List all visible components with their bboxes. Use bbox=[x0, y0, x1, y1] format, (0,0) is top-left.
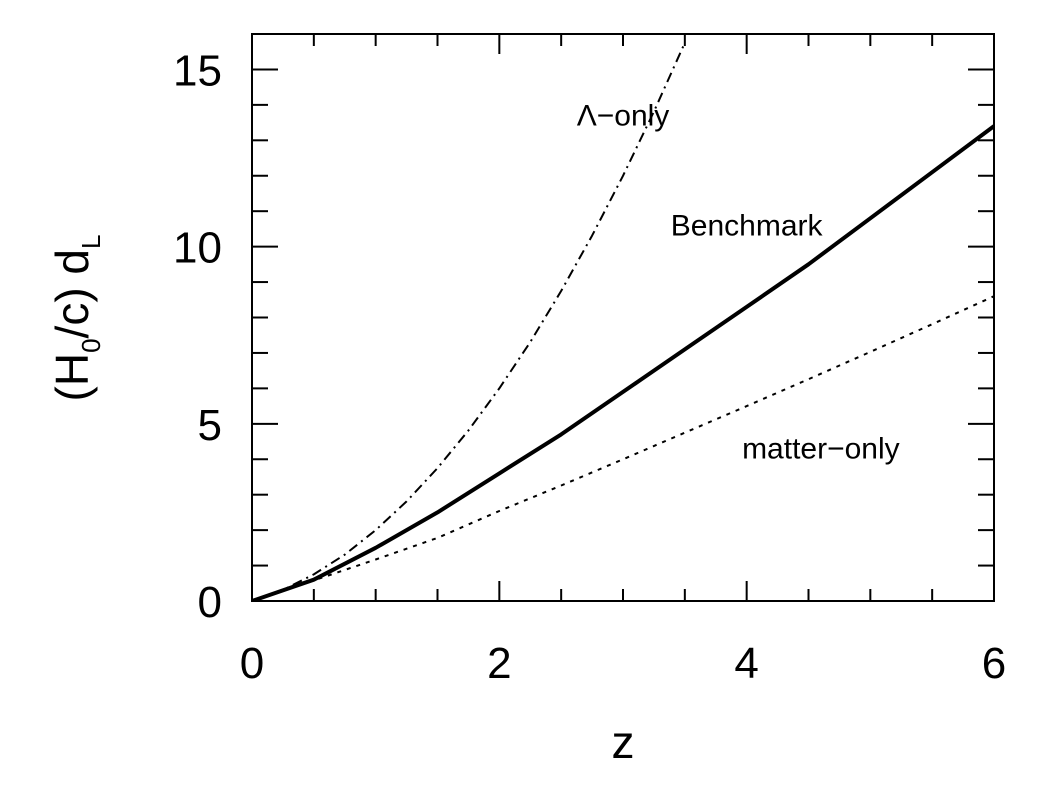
ticks-layer bbox=[251, 33, 995, 602]
x-tick-label: 0 bbox=[240, 639, 264, 688]
tick-labels: 0 2 4 6 0 5 10 15 bbox=[173, 46, 1006, 688]
annotation-label: matter−only bbox=[742, 433, 900, 466]
series-line-3 bbox=[252, 295, 994, 601]
x-tick-label: 6 bbox=[982, 639, 1006, 688]
y-tick-label: 0 bbox=[198, 578, 222, 627]
x-tick-label: 2 bbox=[487, 639, 511, 688]
y-tick-label: 5 bbox=[198, 401, 222, 450]
y-tick-label: 15 bbox=[173, 46, 222, 95]
annotation-label: Λ−only bbox=[577, 100, 670, 133]
y-axis-title-subL: L bbox=[76, 235, 106, 249]
series-line-2 bbox=[252, 124, 994, 601]
annotations: Λ−only Benchmark matter−only bbox=[577, 100, 900, 466]
series-layer bbox=[252, 42, 994, 601]
y-axis-title-mid: /c) d bbox=[46, 249, 98, 338]
annotation-label: Benchmark bbox=[671, 209, 824, 242]
x-axis-title: z bbox=[612, 716, 635, 768]
y-tick-label: 10 bbox=[173, 224, 222, 273]
x-tick-label: 4 bbox=[734, 639, 758, 688]
y-axis-title-sub0: 0 bbox=[76, 338, 106, 352]
series-line-1 bbox=[252, 42, 686, 601]
y-axis-title: (H0/c) dL bbox=[46, 235, 106, 402]
y-axis-title-main: (H bbox=[46, 353, 98, 402]
